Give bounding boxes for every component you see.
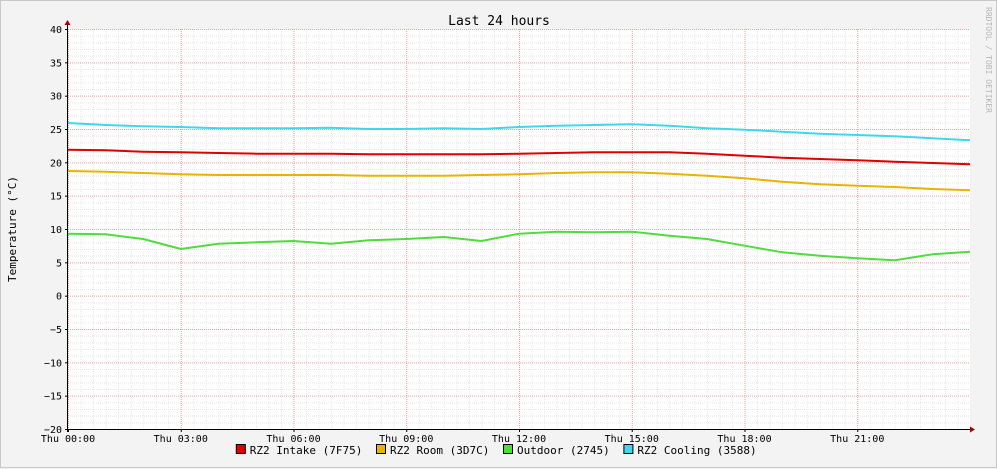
legend-swatch [503,444,513,454]
y-tick-label: 30 [50,92,62,103]
rrdtool-watermark: RRDTOOL / TOBI OETIKER [984,7,993,113]
x-tick-label: Thu 03:00 [154,434,208,445]
series-line-2 [67,230,971,262]
legend-item-3: RZ2 Cooling (3588) [623,444,757,457]
y-tick-label: 25 [50,125,62,136]
x-tick-label: Thu 12:00 [492,434,546,445]
y-tick-label: −20 [44,425,62,436]
y-tick-label: 5 [56,258,62,269]
legend-label: Outdoor (2745) [517,444,610,457]
x-tick-label: Thu 06:00 [266,434,320,445]
x-tick-label: Thu 00:00 [41,434,95,445]
y-tick-label: −10 [44,358,62,369]
x-tick-label: Thu 21:00 [830,434,884,445]
grid [68,29,970,430]
y-tick-label: 0 [56,292,62,303]
y-axis-label: Temperature (°C) [6,176,19,282]
chart-title: Last 24 hours [448,14,550,29]
legend-label: RZ2 Cooling (3588) [637,444,756,457]
legend-label: RZ2 Intake (7F75) [250,444,363,457]
y-tick-label: 35 [50,58,62,69]
y-tick-label: 15 [50,192,62,203]
legend-swatch [623,444,634,454]
y-tick-label: 20 [50,158,62,169]
x-tick-label: Thu 15:00 [605,434,659,445]
series-line-0 [67,148,971,166]
y-tick-label: −5 [50,325,62,336]
legend-swatch [376,444,386,454]
legend-item-0: RZ2 Intake (7F75) [235,444,363,457]
x-tick-label: Thu 09:00 [379,434,433,445]
legend-item-1: RZ2 Room (3D7C) [376,444,489,457]
legend: RZ2 Intake (7F75) RZ2 Room (3D7C) Outdoor … [235,444,757,457]
series-line-3 [67,122,971,142]
legend-label: RZ2 Room (3D7C) [390,444,489,457]
series-line-1 [67,170,971,192]
legend-swatch [235,444,246,454]
y-tick-label: 10 [50,225,62,236]
series-layer [67,122,971,262]
y-tick-label: −15 [44,392,62,403]
y-tick-label: 40 [50,25,62,36]
x-axis-arrow [970,426,975,433]
x-tick-label: Thu 18:00 [717,434,771,445]
legend-item-2: Outdoor (2745) [503,444,610,457]
y-axis-arrow [64,20,71,25]
